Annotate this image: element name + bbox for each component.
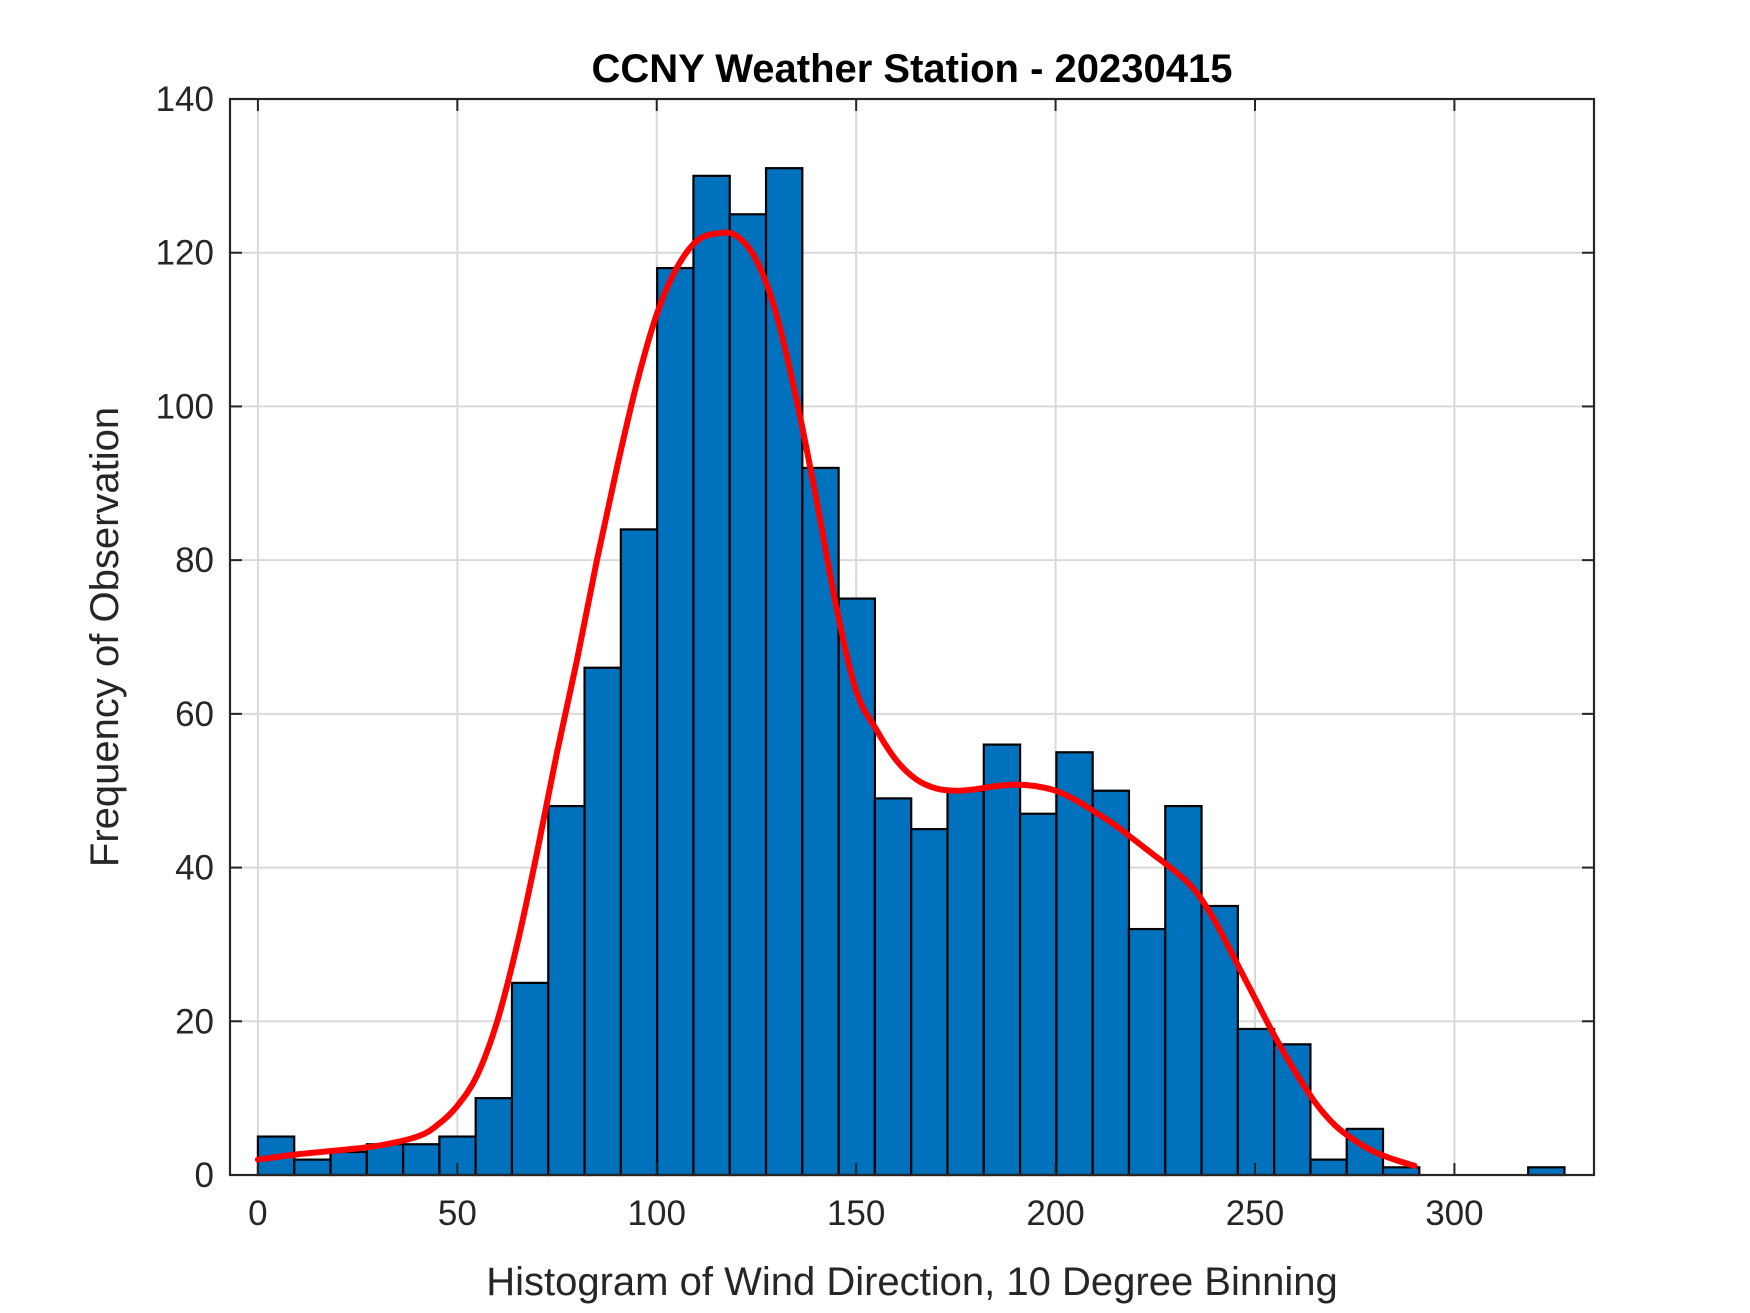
histogram-bar — [474, 1097, 514, 1177]
x-tick-label: 100 — [628, 1194, 686, 1233]
histogram-bar — [329, 1150, 368, 1177]
plot-box — [228, 97, 1596, 1177]
x-tick-label: 150 — [827, 1194, 885, 1233]
histogram-bar — [1091, 789, 1131, 1177]
histogram-bar — [583, 666, 622, 1177]
histogram-bar — [728, 213, 768, 1177]
histogram-bar — [873, 797, 913, 1177]
histogram-bar — [1527, 1166, 1566, 1177]
x-tick-labels: 0 50 100 150 200 250 300 — [248, 1194, 1483, 1233]
histogram-bar — [1127, 927, 1167, 1177]
x-tick-label: 0 — [248, 1194, 267, 1233]
y-tick-label: 20 — [175, 1002, 214, 1041]
x-axis-label: Histogram of Wind Direction, 10 Degree B… — [486, 1260, 1338, 1304]
histogram-bar — [910, 828, 949, 1177]
chart-title: CCNY Weather Station - 20230415 — [592, 47, 1233, 91]
histogram-bar — [764, 167, 804, 1177]
histogram-bar — [1018, 812, 1058, 1177]
x-tick-label: 200 — [1026, 1194, 1084, 1233]
histogram-bar — [692, 174, 731, 1177]
histogram-bar — [1309, 1158, 1348, 1177]
histogram-bar — [1200, 904, 1239, 1177]
y-tick-label: 120 — [156, 234, 214, 273]
x-tick-label: 300 — [1425, 1194, 1483, 1233]
y-tick-label: 0 — [195, 1156, 214, 1195]
histogram-bar — [1055, 751, 1094, 1177]
y-tick-labels: 0 20 40 60 80 100 120 140 — [156, 80, 214, 1195]
fit-curve-line — [254, 229, 1418, 1169]
histogram-bar — [547, 804, 586, 1177]
fit-curve-group — [254, 229, 1418, 1169]
histogram-bar — [1236, 1027, 1276, 1177]
histogram-bar — [510, 981, 550, 1177]
x-tick-label: 50 — [438, 1194, 477, 1233]
histogram-bar — [401, 1143, 441, 1177]
histogram-bar — [619, 528, 659, 1177]
y-axis-label: Frequency of Observation — [83, 407, 127, 867]
histogram-bar — [656, 266, 695, 1177]
y-tick-label: 60 — [175, 695, 214, 734]
x-tick-label: 250 — [1226, 1194, 1284, 1233]
y-tick-label: 100 — [156, 387, 214, 426]
histogram-bar — [946, 789, 985, 1177]
histogram-bar — [801, 466, 840, 1177]
histogram-bar — [982, 743, 1022, 1177]
y-tick-label: 40 — [175, 849, 214, 888]
y-tick-label: 80 — [175, 541, 214, 580]
y-tick-label: 140 — [156, 80, 214, 119]
histogram-bar — [1164, 804, 1203, 1177]
histogram-bar — [293, 1158, 332, 1177]
axis-ticks — [230, 98, 1594, 1176]
